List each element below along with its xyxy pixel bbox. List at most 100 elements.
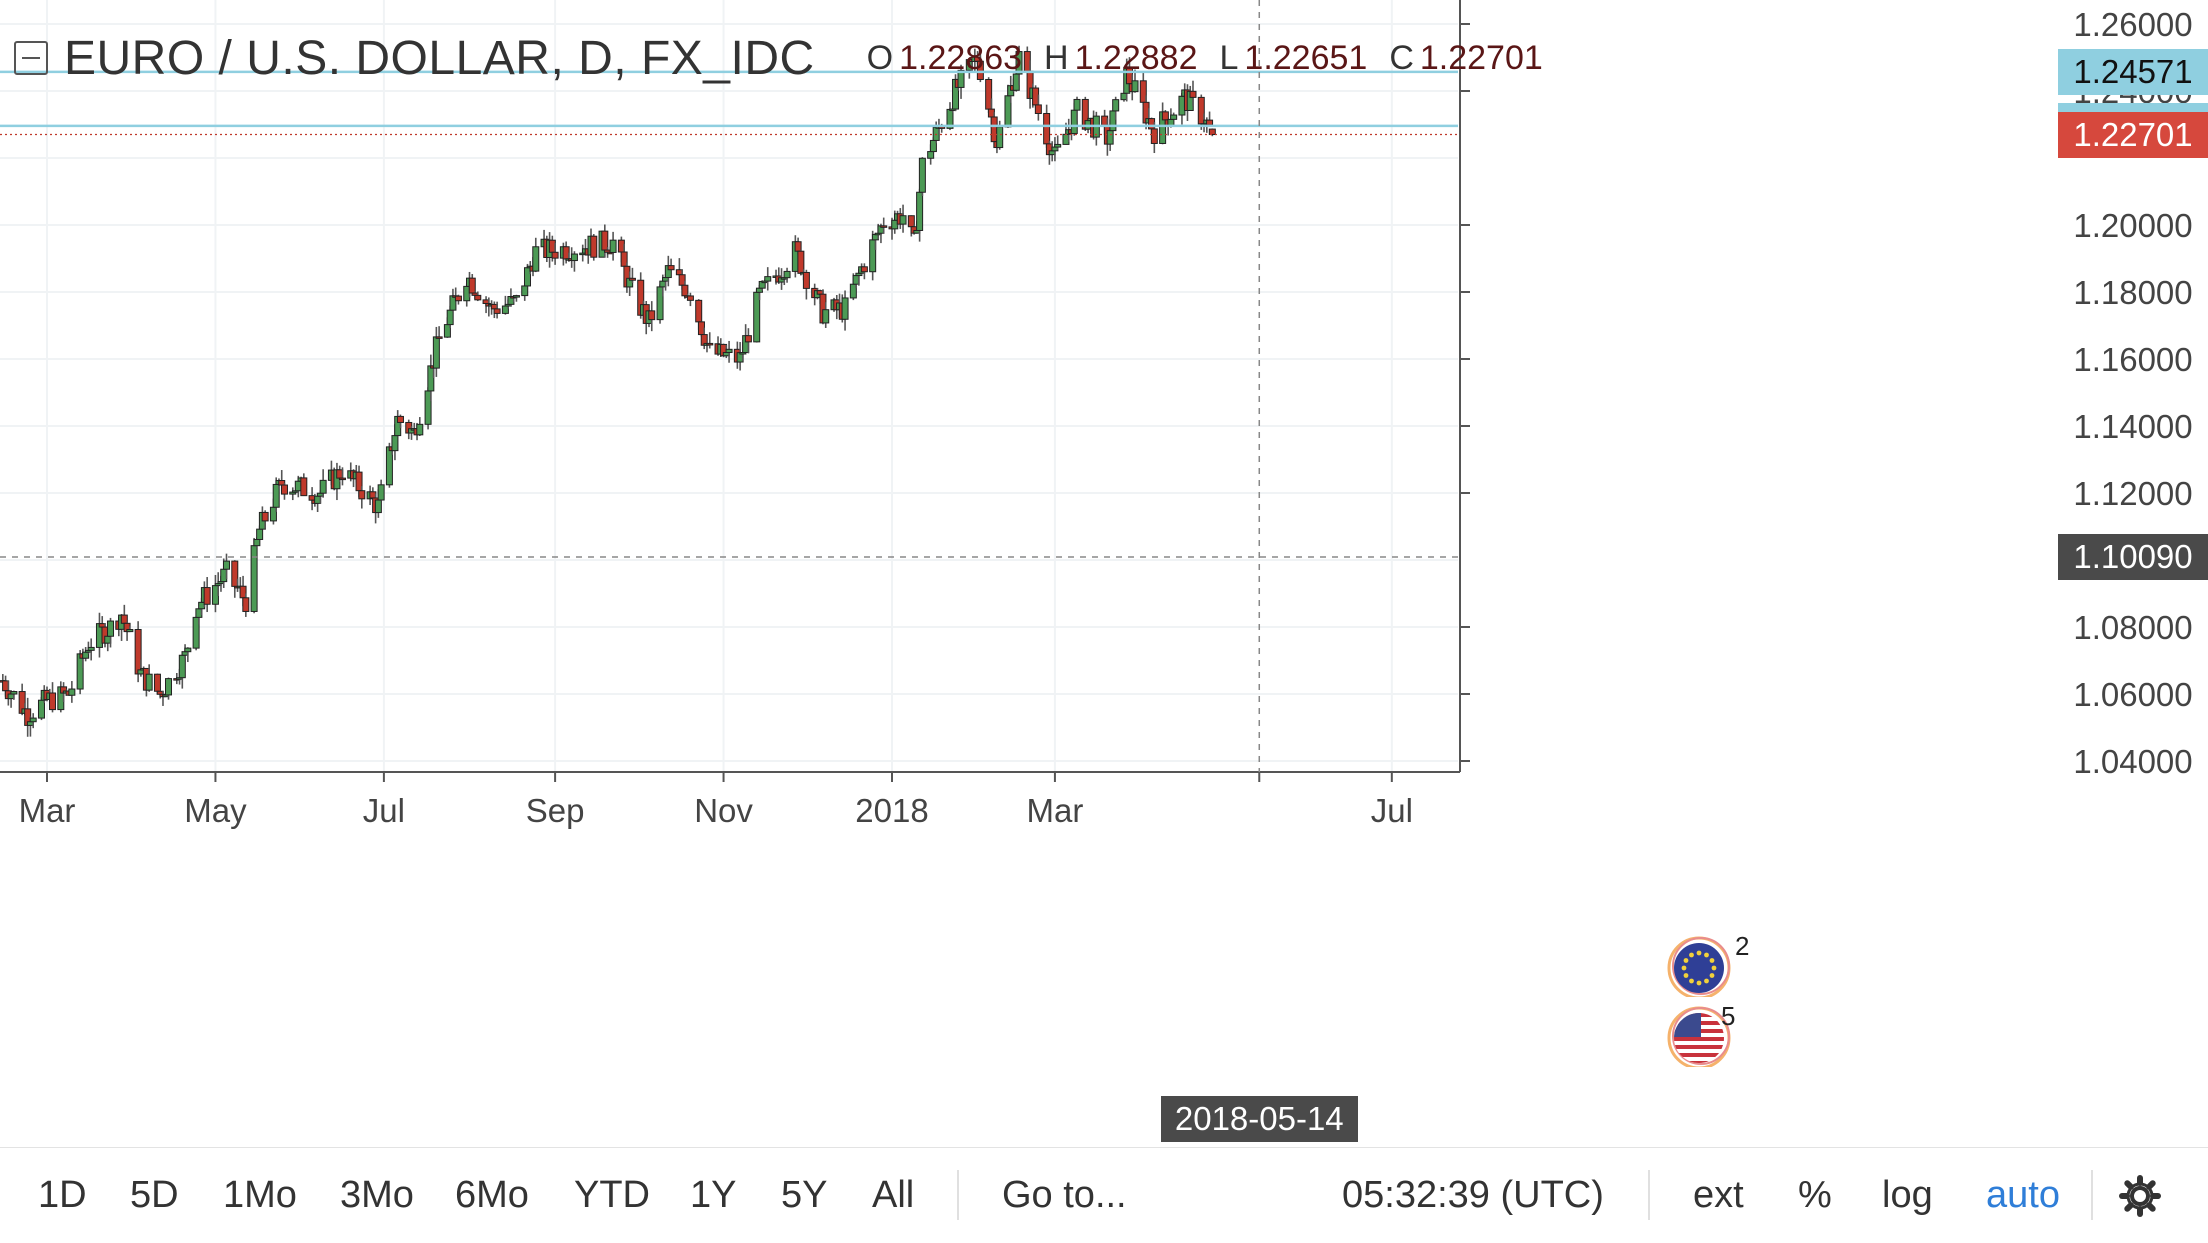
time-tick-label: Jul (1371, 792, 1413, 829)
symbol-title[interactable]: EURO / U.S. DOLLAR, D, FX_IDC (64, 31, 815, 85)
range-1d-button[interactable]: 1D (38, 1174, 87, 1216)
candle (261, 510, 269, 529)
candle (1189, 80, 1197, 107)
candle (1092, 111, 1100, 146)
chart-legend: EURO / U.S. DOLLAR, D, FX_IDC O 1.22863 H… (14, 30, 1565, 86)
candle-up (432, 336, 440, 369)
candle-up (570, 253, 578, 262)
candle-down (338, 477, 346, 481)
candle-down (435, 336, 443, 339)
candle-down (358, 490, 366, 500)
candle (512, 294, 520, 302)
candle (1170, 112, 1178, 120)
bottom-toolbar: 1D 5D 1Mo 3Mo 6Mo YTD 1Y 5Y All Go to...… (0, 1147, 2208, 1243)
candle (1034, 94, 1042, 121)
crosshair-price-label: 1.10090 (2058, 533, 2208, 580)
candle-up (899, 215, 907, 225)
candle-up (256, 528, 264, 540)
candle (358, 486, 366, 509)
candle (68, 681, 76, 703)
candle-up (250, 545, 258, 612)
candle-up (1073, 98, 1081, 111)
candle-up (1170, 114, 1178, 120)
candle-up (416, 423, 424, 436)
time-tick-label: May (184, 792, 247, 829)
time-tick-label: Sep (526, 792, 585, 829)
range-all-button[interactable]: All (872, 1174, 915, 1216)
candle-up (996, 126, 1004, 149)
price-tick-label: 1.04000 (2073, 743, 2192, 780)
time-tick-label: Mar (1027, 792, 1084, 829)
go-to-date-button[interactable]: Go to... (1002, 1174, 1127, 1216)
utc-clock[interactable]: 05:32:39 (UTC) (1342, 1174, 1604, 1216)
us-event-count: 5 (1721, 1001, 1736, 1031)
last-price-label: 1.22701 (2058, 111, 2208, 158)
collapse-legend-icon[interactable] (14, 41, 48, 75)
candle-up (957, 69, 965, 88)
candle-up (512, 295, 520, 298)
candle-up (253, 538, 261, 547)
horizontal-lines[interactable] (0, 70, 1458, 136)
candle (416, 417, 424, 437)
ohlc-high: H 1.22882 (1044, 38, 1198, 77)
price-tick-label: 1.12000 (2073, 475, 2192, 512)
candle (918, 157, 926, 196)
candle-down (1034, 104, 1042, 114)
candle (976, 51, 984, 83)
candle-up (841, 297, 849, 320)
range-1mo-button[interactable]: 1Mo (223, 1174, 297, 1216)
candle-down (648, 310, 656, 321)
candle-down (203, 587, 211, 605)
price-tick-label: 1.26000 (2073, 6, 2192, 43)
range-3mo-button[interactable]: 3Mo (340, 1174, 414, 1216)
settings-gear-icon[interactable] (2119, 1175, 2161, 1217)
candle-up (377, 484, 385, 501)
candle-up (222, 560, 230, 570)
candle-down (976, 60, 984, 80)
candle (725, 340, 733, 363)
candle-up (145, 673, 153, 691)
time-tick-label: Nov (694, 792, 753, 829)
auto-scale-toggle[interactable]: auto (1986, 1174, 2060, 1216)
candle-down (454, 295, 462, 302)
candle (242, 593, 250, 617)
extended-hours-toggle[interactable]: ext (1693, 1174, 1744, 1216)
log-scale-toggle[interactable]: log (1882, 1174, 1933, 1216)
candle (396, 414, 404, 429)
candle-down (493, 308, 501, 314)
time-axis[interactable]: Mar May Jul Sep Nov 2018 Mar Jul (19, 772, 1413, 829)
candle (203, 577, 211, 613)
candle-up (29, 717, 37, 723)
candle (551, 242, 559, 265)
us-flag-icon[interactable]: 5 (1665, 1001, 1735, 1070)
time-tick-label: Mar (19, 792, 76, 829)
candle-up (68, 688, 76, 696)
ohlc-low: L 1.22651 (1219, 38, 1368, 77)
candlestick-series (0, 45, 1216, 737)
range-1y-button[interactable]: 1Y (690, 1174, 737, 1216)
candle-up (764, 276, 772, 282)
range-ytd-button[interactable]: YTD (574, 1174, 650, 1216)
candle (435, 326, 443, 339)
eu-flag-icon[interactable]: 2 (1665, 931, 1749, 1000)
candle-down (468, 277, 476, 294)
candle (648, 301, 656, 332)
candle-down (49, 692, 57, 711)
price-tick-label: 1.14000 (2073, 408, 2192, 445)
range-6mo-button[interactable]: 6Mo (455, 1174, 529, 1216)
price-chart[interactable]: 1.260001.240001.200001.180001.160001.140… (0, 0, 2208, 1147)
candle (916, 188, 924, 242)
candle (126, 626, 134, 633)
candle (222, 553, 230, 579)
candle (319, 469, 327, 498)
candle-up (446, 309, 454, 326)
range-5y-button[interactable]: 5Y (781, 1174, 828, 1216)
ohlc-open: O 1.22863 (866, 38, 1023, 77)
candle-up (609, 239, 617, 253)
candle-down (474, 294, 482, 301)
candle-up (391, 435, 399, 452)
price-tick-label: 1.20000 (2073, 207, 2192, 244)
candle-up (822, 309, 830, 324)
range-5d-button[interactable]: 5D (130, 1174, 179, 1216)
percent-scale-toggle[interactable]: % (1798, 1174, 1832, 1216)
